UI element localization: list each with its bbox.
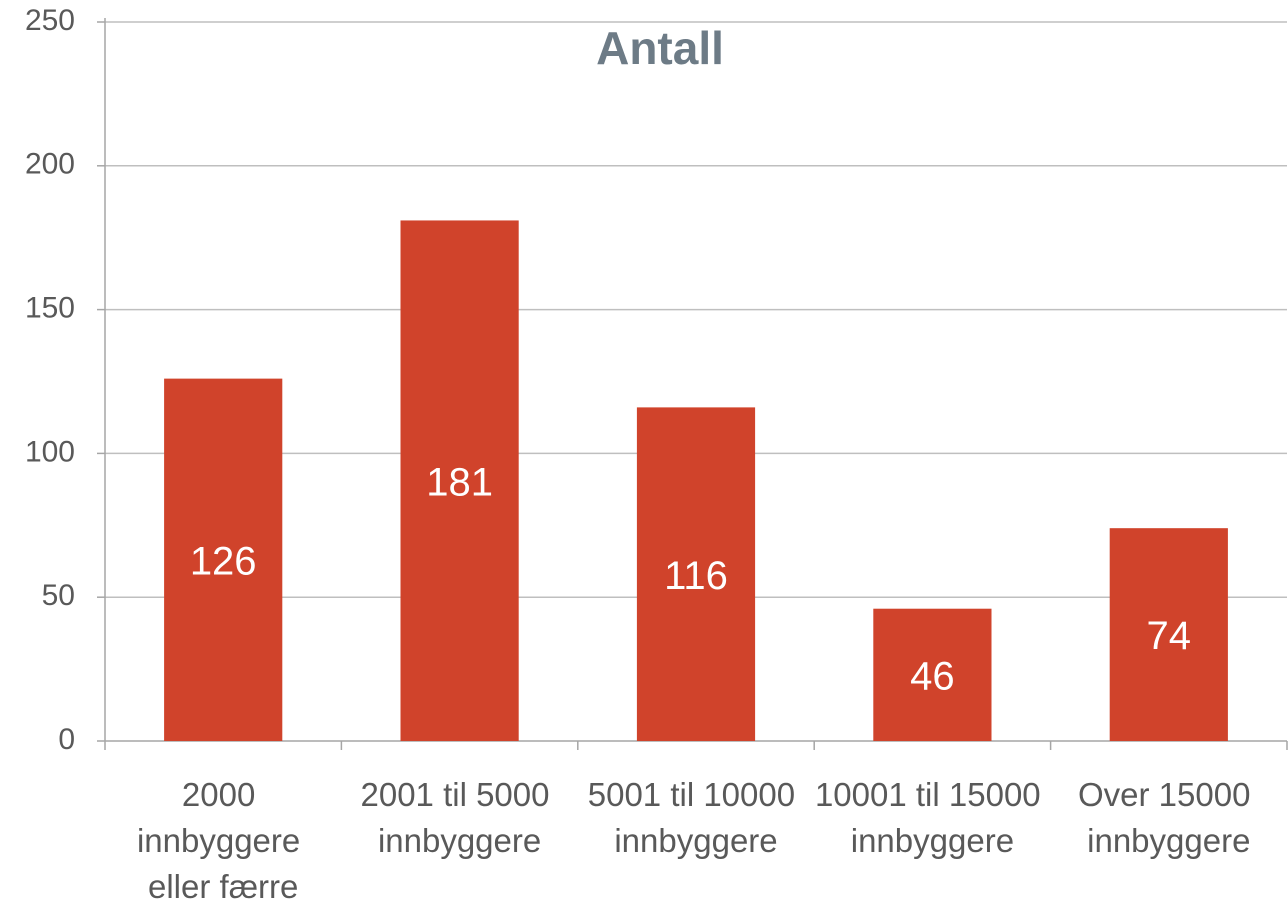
bar xyxy=(636,407,756,741)
y-tick-label: 50 xyxy=(42,579,75,612)
data-label: 74 xyxy=(1147,614,1192,658)
x-tick-label: 5001 til 10000 innbyggere xyxy=(588,776,805,859)
data-label: 181 xyxy=(426,460,493,504)
y-tick-label: 200 xyxy=(25,148,75,181)
bar xyxy=(164,378,283,741)
y-tick-label: 250 xyxy=(25,4,75,37)
x-tick-label: 2000 innbyggere eller færre xyxy=(137,776,309,905)
data-label: 46 xyxy=(910,654,955,698)
y-tick-label: 100 xyxy=(25,435,75,468)
data-label: 116 xyxy=(664,554,728,598)
chart-title: Antall xyxy=(596,22,724,74)
bar xyxy=(400,220,519,742)
x-tick-label: 10001 til 15000 innbyggere xyxy=(815,776,1050,859)
data-label: 126 xyxy=(190,539,257,583)
bar xyxy=(873,608,992,741)
bar xyxy=(1109,528,1228,741)
x-tick-label: 2001 til 5000 innbyggere xyxy=(361,776,559,859)
x-tick-label: Over 15000 innbyggere xyxy=(1078,776,1260,859)
y-tick-label: 0 xyxy=(58,723,75,756)
y-tick-label: 150 xyxy=(25,292,75,325)
